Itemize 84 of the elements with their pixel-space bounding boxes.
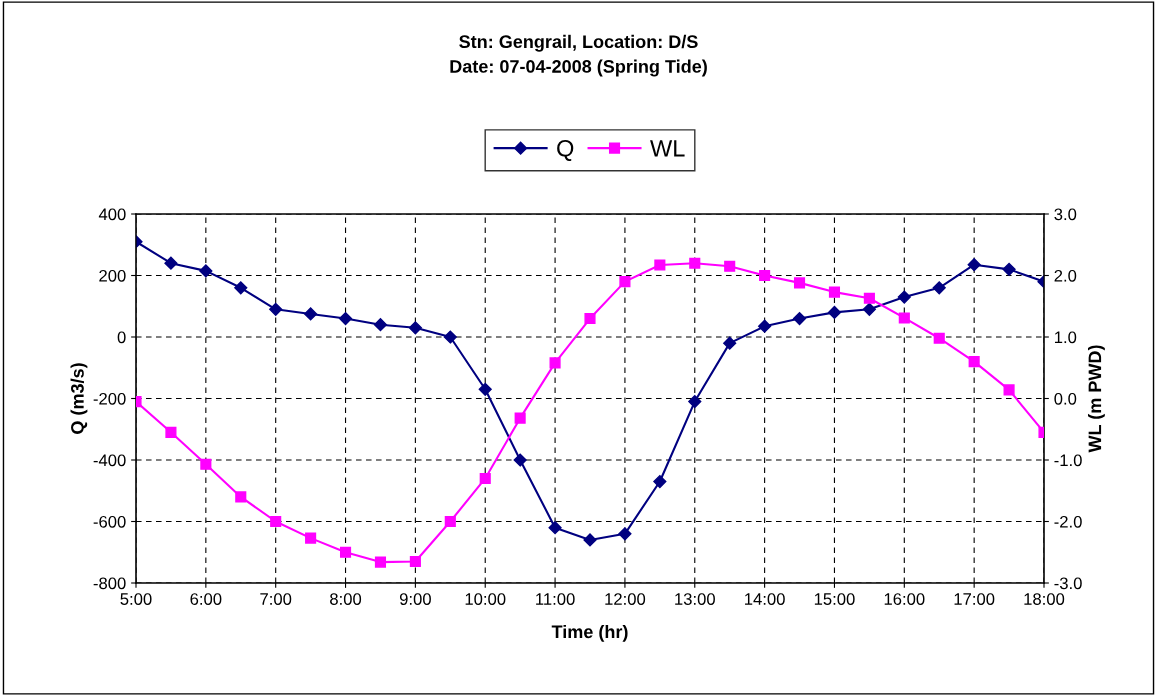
point — [792, 311, 807, 326]
legend-label: Q — [557, 139, 574, 161]
y-tick-label: 200 — [99, 269, 126, 282]
y2-tick-label: -2.0 — [1054, 515, 1082, 528]
y-tick-label: -600 — [93, 515, 126, 528]
x-tick-label: 12:00 — [605, 593, 646, 605]
x-tick-label: 8:00 — [330, 593, 362, 605]
point — [897, 290, 911, 304]
point — [444, 515, 456, 528]
y-tick-label: -400 — [93, 454, 126, 467]
x-tick-label: 5:00 — [120, 593, 152, 605]
point — [443, 330, 457, 344]
point — [793, 277, 806, 289]
point — [968, 356, 980, 368]
point — [164, 256, 178, 270]
point — [1003, 384, 1015, 396]
x-tick-label: 9:00 — [399, 593, 431, 605]
point — [408, 321, 422, 335]
point — [932, 281, 946, 295]
point — [548, 521, 562, 535]
y2-tick-label: 0.0 — [1054, 392, 1077, 405]
point — [479, 472, 491, 485]
y-tick-label: 0 — [117, 331, 126, 344]
point — [1002, 262, 1016, 276]
point — [338, 311, 353, 326]
point — [409, 555, 421, 568]
x-tick-label: 7:00 — [260, 593, 292, 605]
point — [618, 527, 632, 541]
point — [967, 258, 981, 272]
point — [863, 292, 875, 304]
y2-tick-label: 1.0 — [1054, 331, 1077, 344]
point — [759, 269, 771, 282]
y-tick-label: -200 — [93, 392, 126, 405]
point — [234, 281, 248, 295]
y-axis-title: Q (m3/s) — [70, 363, 88, 434]
point — [827, 305, 842, 319]
y-tick-label: 400 — [98, 208, 126, 221]
x-tick-label: 15:00 — [814, 593, 855, 605]
y-tick-label: -800 — [93, 577, 126, 590]
point — [235, 491, 247, 503]
point — [270, 515, 282, 528]
point — [269, 302, 283, 316]
point — [862, 302, 876, 316]
point — [304, 307, 318, 321]
point — [339, 546, 352, 558]
point — [898, 312, 910, 324]
point — [583, 533, 597, 547]
point — [723, 336, 737, 350]
point — [549, 357, 561, 369]
point — [305, 532, 317, 544]
y2-axis-title: WL (m PWD) — [1087, 345, 1105, 453]
point — [513, 453, 527, 467]
point — [584, 312, 596, 325]
point — [514, 412, 526, 424]
point — [933, 332, 945, 344]
point — [724, 260, 736, 272]
x-tick-label: 17:00 — [954, 593, 995, 605]
point — [828, 286, 841, 298]
x-tick-label: 6:00 — [190, 593, 222, 605]
chart-title: Stn: Gengrail, Location: D/S Date: 07-04-2008 (Spring Tide) — [450, 34, 707, 77]
point — [374, 556, 387, 568]
point — [689, 257, 701, 269]
y2-tick-label: 2.0 — [1054, 269, 1077, 282]
x-tick-label: 18:00 — [1024, 593, 1065, 605]
x-tick-label: 14:00 — [745, 593, 785, 605]
y2-tick-label: -3.0 — [1054, 577, 1082, 590]
x-axis-title: Time (hr) — [551, 624, 628, 642]
point — [478, 382, 492, 396]
point — [653, 474, 667, 489]
point — [688, 394, 702, 409]
point — [165, 426, 177, 438]
x-tick-label: 16:00 — [884, 593, 925, 605]
point — [654, 259, 666, 271]
point — [200, 458, 212, 470]
point — [199, 264, 213, 278]
point — [619, 276, 631, 288]
x-tick-label: 10:00 — [465, 593, 506, 605]
x-tick-label: 11:00 — [536, 593, 575, 605]
y2-tick-label: -1.0 — [1054, 454, 1082, 467]
point — [758, 319, 772, 333]
point — [373, 318, 388, 332]
legend-label: WL — [650, 140, 685, 157]
x-tick-label: 13:00 — [675, 593, 715, 605]
y2-tick-label: 3.0 — [1054, 208, 1077, 221]
